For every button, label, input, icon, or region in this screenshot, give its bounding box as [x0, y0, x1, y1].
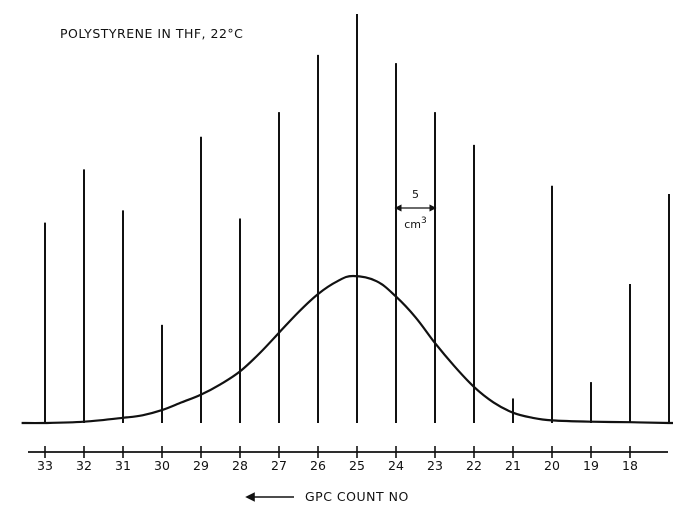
x-tick-label-32: 32 — [76, 458, 92, 473]
x-axis-ticks: 33 32 31 30 29 28 27 26 25 24 23 22 21 20 19 18 — [37, 446, 638, 473]
volume-annotation-value: 5 — [412, 188, 419, 201]
x-tick-label-27: 27 — [271, 458, 287, 473]
x-tick-label-23: 23 — [427, 458, 443, 473]
x-tick-label-33: 33 — [37, 458, 53, 473]
x-tick-label-30: 30 — [154, 458, 170, 473]
x-axis-label-group: GPC COUNT NO — [245, 489, 409, 504]
x-tick-label-21: 21 — [505, 458, 521, 473]
volume-annotation: 5 cm3 — [394, 188, 437, 231]
x-axis-label: GPC COUNT NO — [305, 489, 409, 504]
x-tick-label-18: 18 — [622, 458, 638, 473]
count-marker-lines — [44, 14, 670, 423]
x-tick-label-29: 29 — [193, 458, 209, 473]
x-tick-label-24: 24 — [388, 458, 404, 473]
x-tick-label-28: 28 — [232, 458, 248, 473]
chart-title: POLYSTYRENE IN THF, 22°C — [60, 26, 243, 41]
x-tick-label-22: 22 — [466, 458, 482, 473]
volume-unit-base: cm — [404, 218, 421, 231]
x-tick-label-19: 19 — [583, 458, 599, 473]
x-tick-label-20: 20 — [544, 458, 560, 473]
volume-unit-exponent: 3 — [421, 216, 427, 226]
x-tick-label-25: 25 — [349, 458, 365, 473]
elution-curve — [21, 274, 673, 425]
x-tick-label-26: 26 — [310, 458, 326, 473]
volume-annotation-unit: cm3 — [404, 216, 427, 231]
x-tick-label-31: 31 — [115, 458, 131, 473]
